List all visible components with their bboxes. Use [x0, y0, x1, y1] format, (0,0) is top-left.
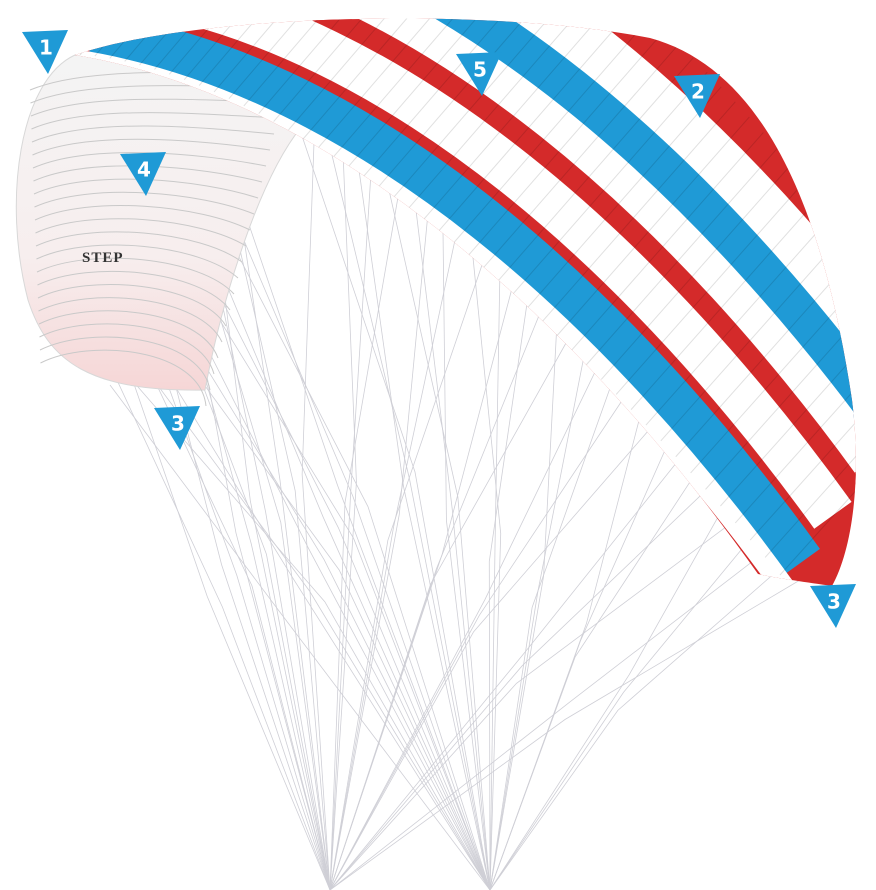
- glider-illustration: STEP 1 2 3 3 4 5: [0, 0, 876, 890]
- line: [330, 166, 371, 890]
- line: [220, 164, 330, 890]
- line: [490, 436, 671, 890]
- line: [490, 498, 729, 890]
- page: {"glider": {"logo": "STEP"}, "markers": …: [0, 0, 876, 890]
- line: [471, 242, 500, 890]
- line: [330, 306, 543, 890]
- line: [330, 230, 457, 890]
- line: [330, 451, 686, 890]
- line: [490, 376, 614, 890]
- marker: 3: [154, 406, 200, 450]
- marker-label: 4: [137, 158, 151, 182]
- marker-label: 3: [827, 590, 841, 614]
- glider-logo: STEP: [82, 250, 124, 266]
- marker: 3: [810, 584, 856, 628]
- line: [386, 175, 490, 890]
- marker-label: 3: [171, 412, 185, 436]
- line: [330, 547, 771, 890]
- line: [330, 580, 800, 890]
- marker-label: 1: [39, 36, 53, 60]
- line: [330, 280, 514, 890]
- line: [120, 366, 490, 890]
- line: [490, 320, 557, 890]
- line: [443, 218, 490, 890]
- line: [490, 406, 643, 890]
- line: [330, 391, 629, 890]
- marker-label: 5: [473, 58, 487, 82]
- line: [490, 531, 757, 890]
- line: [414, 196, 490, 890]
- line: [168, 270, 490, 890]
- marker-label: 2: [691, 80, 705, 104]
